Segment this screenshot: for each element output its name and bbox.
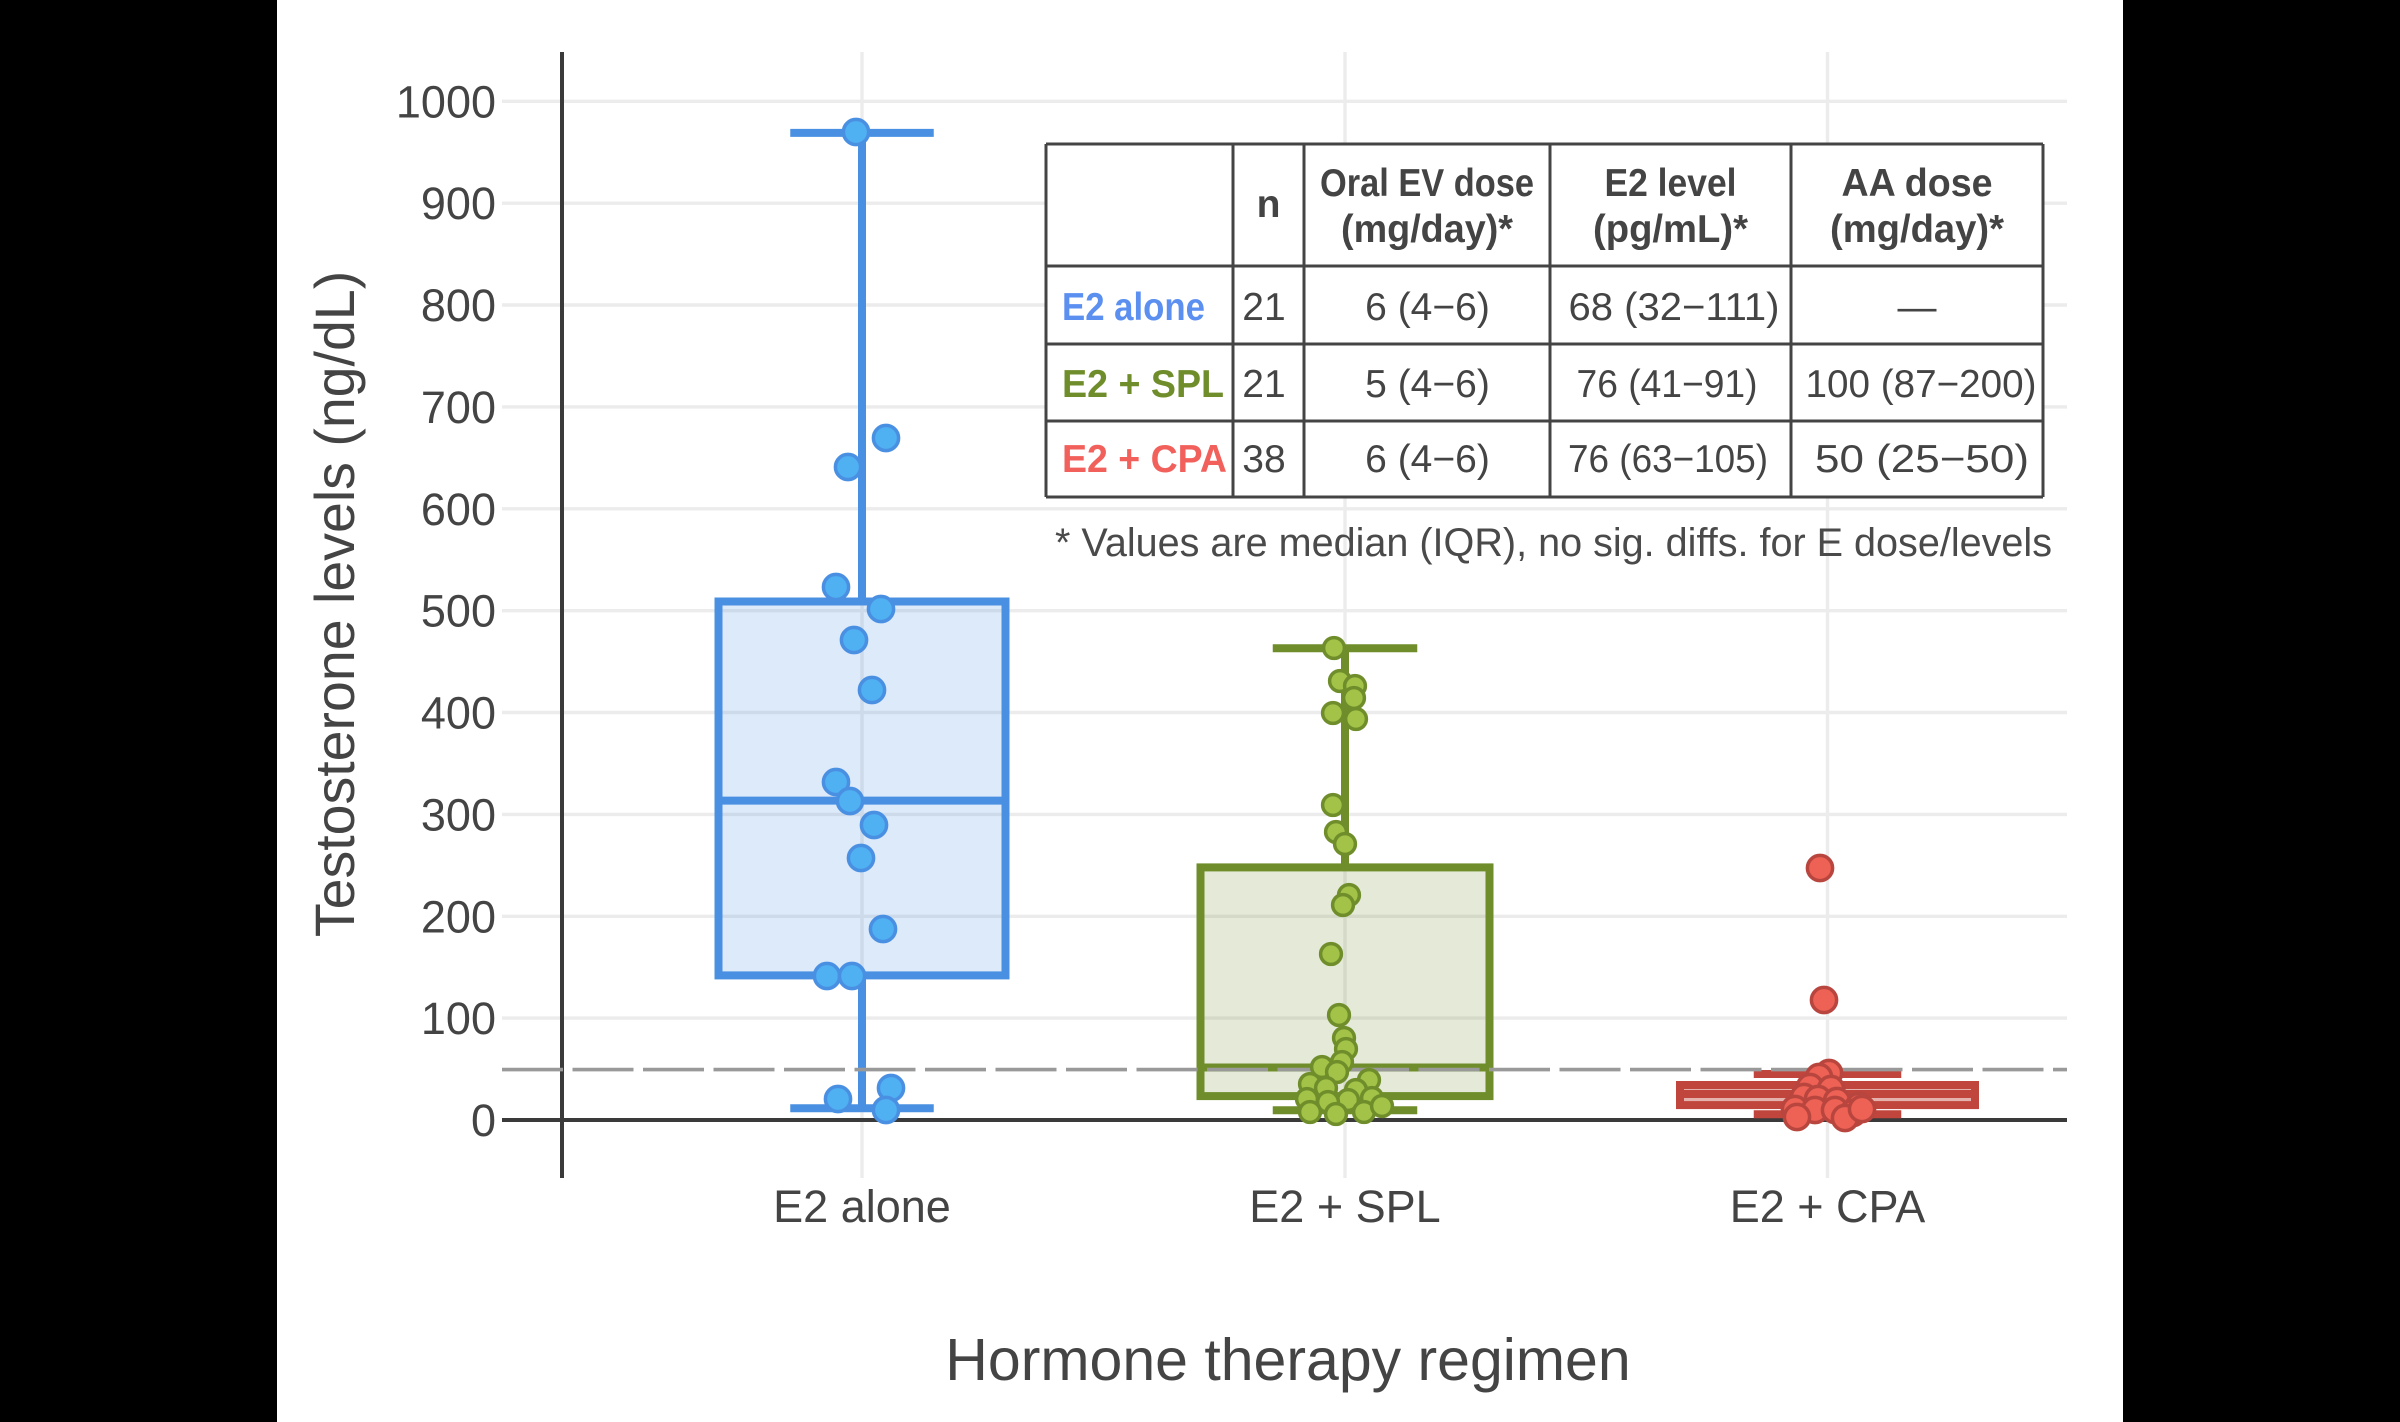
svg-text:300: 300 <box>421 789 496 840</box>
svg-text:0: 0 <box>471 1095 496 1146</box>
svg-text:400: 400 <box>421 688 496 739</box>
svg-text:Oral EV dose: Oral EV dose <box>1320 162 1534 205</box>
svg-text:AA dose: AA dose <box>1842 162 1993 205</box>
svg-text:Hormone therapy regimen: Hormone therapy regimen <box>945 1327 1630 1393</box>
svg-text:6 (4−6): 6 (4−6) <box>1365 438 1490 481</box>
svg-text:68 (32−111): 68 (32−111) <box>1569 286 1780 329</box>
svg-text:100 (87−200): 100 (87−200) <box>1806 363 2037 406</box>
svg-text:50 (25−50): 50 (25−50) <box>1815 438 2029 481</box>
svg-text:(pg/mL)*: (pg/mL)* <box>1593 208 1749 251</box>
svg-text:* Values are median (IQR), no: * Values are median (IQR), no sig. diffs… <box>1055 521 2052 565</box>
svg-text:Testosterone levels (ng/dL): Testosterone levels (ng/dL) <box>304 271 366 937</box>
svg-text:E2 + CPA: E2 + CPA <box>1730 1181 1926 1232</box>
svg-text:21: 21 <box>1242 363 1285 406</box>
svg-text:1000: 1000 <box>396 76 496 127</box>
svg-text:600: 600 <box>421 484 496 535</box>
svg-text:76 (63−105): 76 (63−105) <box>1568 438 1768 481</box>
svg-text:800: 800 <box>421 280 496 331</box>
svg-text:5 (4−6): 5 (4−6) <box>1365 363 1490 406</box>
svg-text:E2 alone: E2 alone <box>1062 286 1205 329</box>
svg-text:21: 21 <box>1242 286 1285 329</box>
svg-text:(mg/day)*: (mg/day)* <box>1830 208 2005 251</box>
svg-text:100: 100 <box>421 993 496 1044</box>
svg-text:E2 + SPL: E2 + SPL <box>1062 363 1224 406</box>
svg-text:200: 200 <box>421 891 496 942</box>
svg-text:900: 900 <box>421 178 496 229</box>
svg-text:—: — <box>1898 286 1937 329</box>
svg-text:n: n <box>1257 183 1281 226</box>
svg-text:700: 700 <box>421 382 496 433</box>
svg-text:E2 level: E2 level <box>1605 162 1737 205</box>
svg-text:E2 + SPL: E2 + SPL <box>1249 1181 1440 1232</box>
svg-text:E2 + CPA: E2 + CPA <box>1062 438 1227 481</box>
svg-text:(mg/day)*: (mg/day)* <box>1341 208 1514 251</box>
svg-text:76 (41−91): 76 (41−91) <box>1577 363 1758 406</box>
svg-text:500: 500 <box>421 586 496 637</box>
svg-text:E2 alone: E2 alone <box>773 1181 951 1232</box>
svg-text:38: 38 <box>1242 438 1285 481</box>
svg-text:6 (4−6): 6 (4−6) <box>1365 286 1490 329</box>
